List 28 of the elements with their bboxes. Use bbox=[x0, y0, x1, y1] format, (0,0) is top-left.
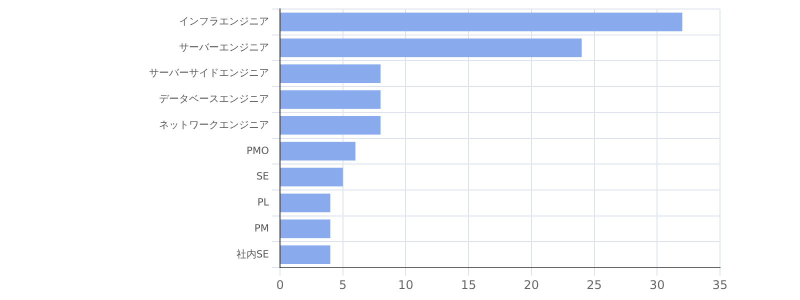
x-tick-label: 25 bbox=[586, 278, 602, 292]
bar bbox=[280, 90, 381, 109]
y-tick-label: インフラエンジニア bbox=[179, 16, 269, 28]
bar bbox=[280, 194, 330, 212]
x-tick-label: 20 bbox=[524, 278, 540, 292]
y-tick-label: ネットワークエンジニア bbox=[159, 120, 269, 131]
y-tick-label: PMO bbox=[246, 146, 270, 157]
y-tick-label: PM bbox=[254, 223, 269, 234]
bar bbox=[280, 245, 330, 264]
y-tick-label: サーバーエンジニア bbox=[179, 42, 269, 54]
y-tick-label: SE bbox=[256, 172, 269, 183]
bar bbox=[280, 38, 582, 58]
x-tick-label: 15 bbox=[460, 278, 476, 292]
x-tick-label: 30 bbox=[650, 278, 665, 292]
y-tick-label: 社内SE bbox=[236, 248, 269, 260]
y-tick-label: サーバーサイドエンジニア bbox=[149, 68, 269, 80]
bar bbox=[280, 142, 356, 161]
y-tick-label: データベースエンジニア bbox=[159, 94, 269, 106]
x-tick-label: 0 bbox=[276, 278, 284, 292]
bar bbox=[280, 168, 343, 186]
bar bbox=[280, 220, 330, 238]
x-tick-label: 10 bbox=[398, 278, 414, 292]
bar bbox=[280, 12, 682, 32]
x-tick-label: 5 bbox=[339, 278, 347, 292]
bar bbox=[280, 64, 381, 83]
bar bbox=[280, 116, 381, 135]
x-tick-label: 35 bbox=[712, 278, 728, 292]
y-tick-label: PL bbox=[257, 198, 270, 209]
